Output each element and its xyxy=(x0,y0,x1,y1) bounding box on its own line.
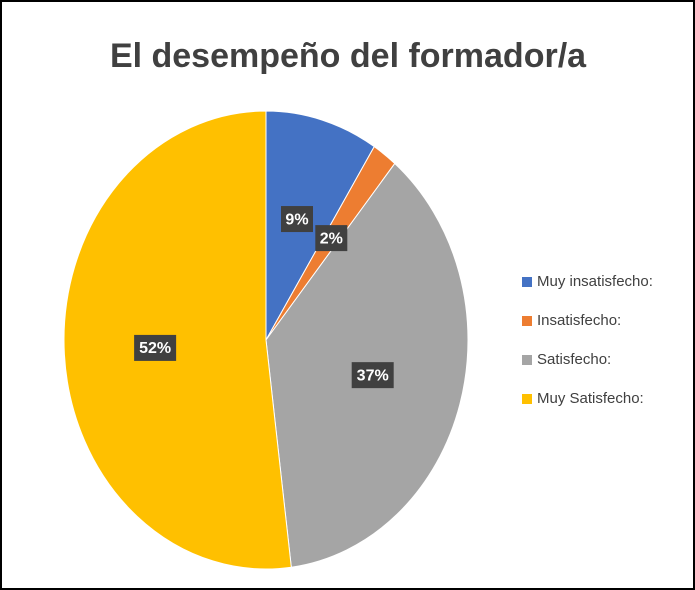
data-label-box xyxy=(315,225,348,252)
data-label: 52% xyxy=(139,340,171,357)
legend-label: Muy insatisfecho: xyxy=(537,273,653,290)
data-label: 9% xyxy=(285,211,308,228)
legend-label: Satisfecho: xyxy=(537,351,611,368)
chart-title: El desempeño del formador/a xyxy=(110,37,587,75)
legend-swatch xyxy=(522,316,532,326)
legend-swatch xyxy=(522,355,532,365)
data-label-box xyxy=(280,206,313,233)
legend-label: Muy Satisfecho: xyxy=(537,390,644,407)
legend-swatch xyxy=(522,394,532,404)
pie-slice xyxy=(63,110,292,570)
data-label-box xyxy=(351,362,394,389)
data-label: 37% xyxy=(357,367,389,384)
data-label-box xyxy=(134,334,177,361)
data-label: 2% xyxy=(320,230,343,247)
legend-label: Insatisfecho: xyxy=(537,312,621,329)
legend-swatch xyxy=(522,277,532,287)
